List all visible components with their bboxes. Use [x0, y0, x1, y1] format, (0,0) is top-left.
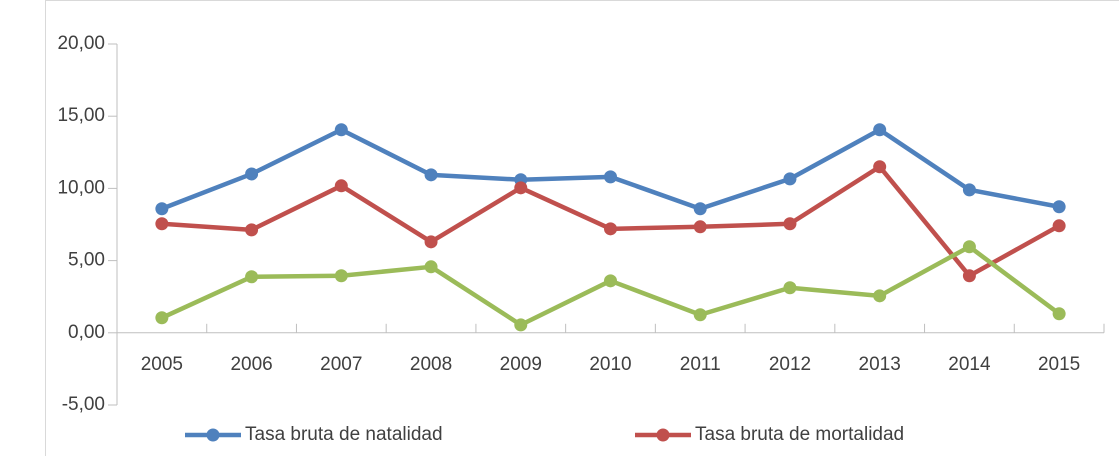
data-point	[604, 222, 617, 235]
data-point	[155, 202, 168, 215]
data-point	[335, 179, 348, 192]
y-tick-label: 0,00	[68, 322, 105, 343]
x-tick-label: 2005	[141, 354, 183, 375]
x-tick-label: 2008	[410, 354, 452, 375]
y-tick-label: 5,00	[68, 250, 105, 271]
x-tick-label: 2010	[589, 354, 631, 375]
data-point	[694, 202, 707, 215]
legend-marker	[207, 429, 220, 442]
x-tick-label: 2014	[948, 354, 991, 375]
data-point	[1053, 200, 1066, 213]
x-tick-label: 2015	[1038, 354, 1080, 375]
series-line	[162, 130, 1059, 209]
data-point	[783, 281, 796, 294]
data-point	[694, 220, 707, 233]
x-tick-label: 2007	[320, 354, 362, 375]
x-tick-label: 2009	[500, 354, 542, 375]
data-point	[873, 289, 886, 302]
legend-label: Tasa bruta de natalidad	[245, 424, 443, 445]
legend-marker	[657, 429, 670, 442]
x-tick-label: 2011	[680, 354, 721, 375]
data-point	[245, 223, 258, 236]
data-point	[604, 274, 617, 287]
data-point	[155, 311, 168, 324]
data-point	[1053, 219, 1066, 232]
y-tick-label: 20,00	[57, 33, 105, 54]
data-point	[694, 308, 707, 321]
data-point	[783, 172, 796, 185]
data-point	[245, 270, 258, 283]
data-point	[425, 260, 438, 273]
x-tick-label: 2006	[230, 354, 272, 375]
data-point	[155, 217, 168, 230]
data-point	[514, 181, 527, 194]
x-tick-label: 2013	[859, 354, 901, 375]
y-tick-label: -5,00	[62, 394, 105, 415]
data-point	[1053, 307, 1066, 320]
data-point	[783, 217, 796, 230]
data-point	[604, 170, 617, 183]
y-tick-label: 15,00	[57, 105, 105, 126]
data-point	[963, 240, 976, 253]
x-tick-label: 2012	[769, 354, 811, 375]
legend-label: Tasa bruta de mortalidad	[695, 424, 904, 445]
data-point	[514, 318, 527, 331]
data-point	[963, 183, 976, 196]
data-point	[873, 123, 886, 136]
y-tick-label: 10,00	[57, 177, 105, 198]
data-point	[245, 167, 258, 180]
data-point	[335, 123, 348, 136]
data-point	[873, 160, 886, 173]
data-point	[425, 168, 438, 181]
data-point	[335, 269, 348, 282]
data-point	[425, 235, 438, 248]
data-point	[963, 269, 976, 282]
